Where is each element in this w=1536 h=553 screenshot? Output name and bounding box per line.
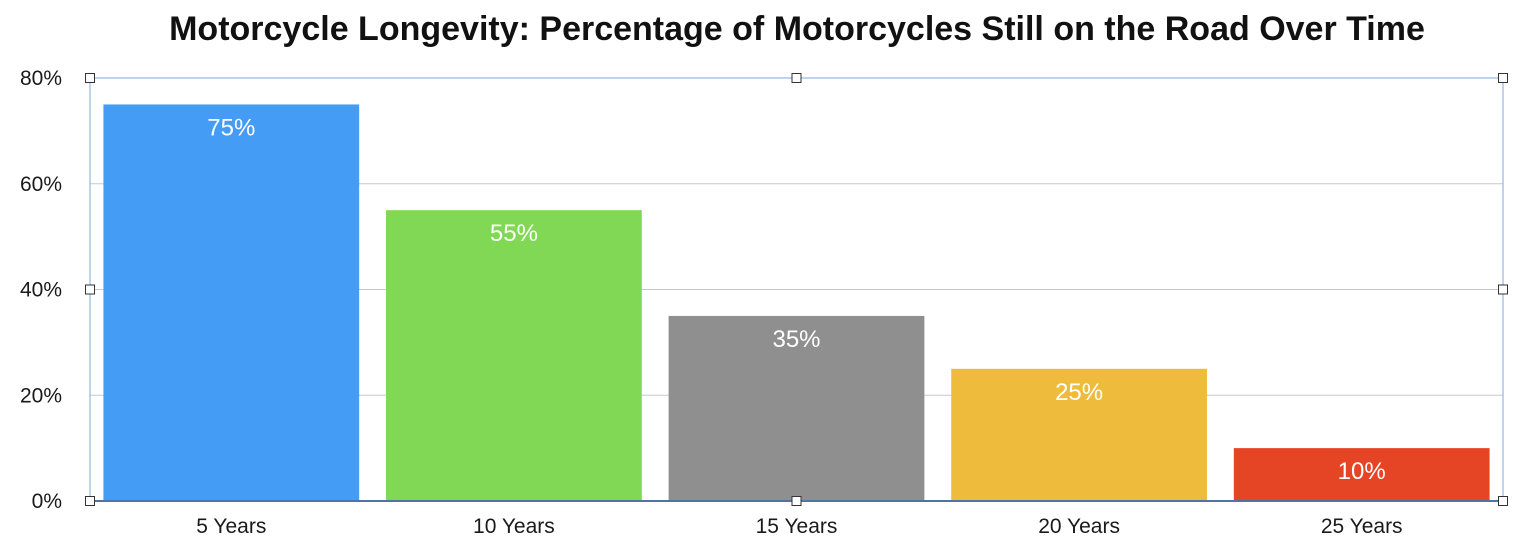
resize-handle[interactable] — [791, 496, 802, 506]
resize-handle[interactable] — [1498, 73, 1508, 83]
resize-handle[interactable] — [1498, 496, 1508, 506]
selection-frame[interactable] — [85, 73, 1508, 506]
x-tick-label: 25 Years — [1321, 515, 1403, 538]
bar — [668, 315, 925, 501]
data-labels: 75% 55% 35% 25% 10% — [207, 114, 1385, 485]
x-tick-label: 20 Years — [1038, 515, 1120, 538]
bar — [1233, 448, 1490, 501]
resize-handle[interactable] — [791, 73, 802, 83]
y-tick-label: 20% — [20, 384, 62, 407]
y-tick-label: 0% — [32, 490, 62, 513]
data-label: 10% — [1338, 458, 1386, 485]
resize-handle[interactable] — [85, 496, 95, 506]
x-tick-label: 15 Years — [756, 515, 838, 538]
chart-title: Motorcycle Longevity: Percentage of Moto… — [169, 10, 1425, 48]
bar — [951, 368, 1207, 501]
data-label: 75% — [207, 114, 255, 141]
data-label: 35% — [772, 326, 820, 353]
bar — [103, 104, 360, 501]
resize-handle[interactable] — [85, 284, 95, 295]
x-tick-label: 10 Years — [473, 515, 555, 538]
resize-handle[interactable] — [1498, 284, 1508, 295]
data-label: 25% — [1055, 379, 1103, 406]
y-tick-label: 60% — [20, 173, 62, 196]
bars — [103, 104, 1490, 501]
data-label: 55% — [490, 220, 538, 247]
y-tick-label: 40% — [20, 279, 62, 302]
y-tick-label: 80% — [20, 67, 62, 90]
resize-handle[interactable] — [85, 73, 95, 83]
x-tick-label: 5 Years — [196, 515, 266, 538]
bar — [386, 210, 642, 501]
